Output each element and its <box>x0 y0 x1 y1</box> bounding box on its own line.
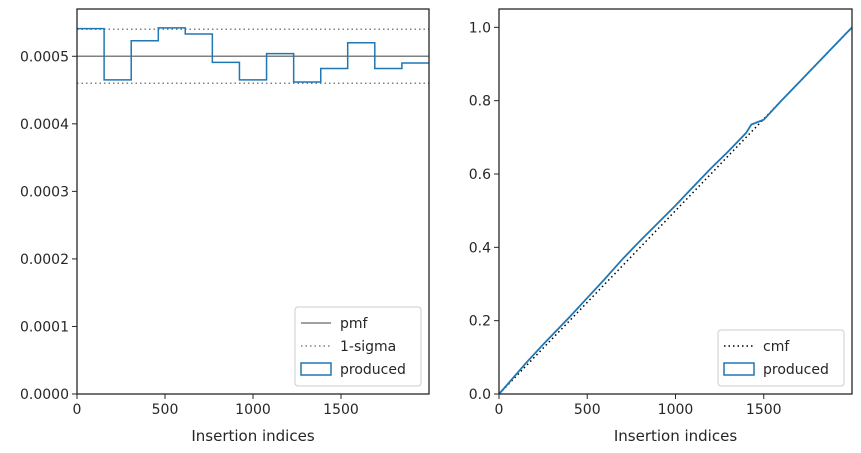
x-tick-label: 500 <box>574 402 601 418</box>
y-tick-label: 0.6 <box>469 167 491 183</box>
x-tick-label: 0 <box>73 402 82 418</box>
legend-swatch-produced <box>723 362 755 376</box>
y-tick-label: 0.0003 <box>20 184 69 200</box>
x-axis-label: Insertion indices <box>614 427 737 445</box>
x-tick-label: 1500 <box>746 402 782 418</box>
x-tick-label: 1500 <box>323 402 359 418</box>
legend-label-produced: produced <box>340 362 406 378</box>
y-tick-label: 0.0 <box>469 387 491 403</box>
produced-line <box>498 26 853 395</box>
y-tick-label: 0.0002 <box>20 252 69 268</box>
x-axis-label: Insertion indices <box>191 427 314 445</box>
y-tick-label: 0.2 <box>469 314 491 330</box>
x-tick-label: 1000 <box>235 402 271 418</box>
x-tick-label: 1000 <box>658 402 694 418</box>
y-tick-label: 1.0 <box>469 20 491 36</box>
legend: pmf 1-sigma produced <box>294 306 422 387</box>
plot-frame <box>498 8 853 395</box>
legend-swatch-produced <box>300 362 332 376</box>
histogram-chart: 0 500 1000 1500 0.0000 0.0001 0.0002 0.0003 0.00… <box>20 8 430 445</box>
y-tick-label: 0.8 <box>469 94 491 110</box>
cumulative-chart: 0 500 1000 1500 0.0 0.2 0.4 0.6 0.8 1.0 Insertion … <box>469 8 853 445</box>
y-tick-label: 0.0000 <box>20 387 69 403</box>
legend-label-produced: produced <box>763 362 829 378</box>
legend: cmf produced <box>717 329 845 387</box>
legend-box <box>294 306 422 387</box>
y-tick-label: 0.0001 <box>20 319 69 335</box>
legend-label-pmf: pmf <box>340 316 369 332</box>
legend-label-1-sigma: 1-sigma <box>340 339 396 355</box>
produced-step <box>77 27 429 83</box>
plot-frame <box>76 8 430 395</box>
y-tick-label: 0.0004 <box>20 117 69 133</box>
y-tick-label: 0.0005 <box>20 49 69 65</box>
legend-box <box>717 329 845 387</box>
x-tick-label: 500 <box>152 402 179 418</box>
legend-label-cmf: cmf <box>763 339 790 355</box>
x-tick-label: 0 <box>495 402 504 418</box>
y-tick-label: 0.4 <box>469 240 491 256</box>
